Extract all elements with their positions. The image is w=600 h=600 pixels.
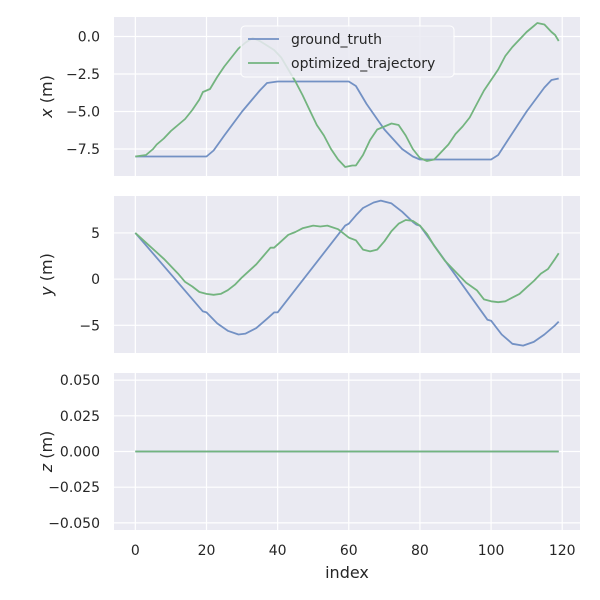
y-axis-label-y: y (m) xyxy=(37,253,56,297)
y-axis-unit: (m) xyxy=(37,75,56,108)
x-tick-label: 120 xyxy=(549,543,576,559)
series-line-optimized_trajectory xyxy=(135,22,560,168)
y-tick-label: −2.5 xyxy=(66,67,100,83)
y-tick-label: 0 xyxy=(91,272,100,288)
y-tick-label: −0.025 xyxy=(48,480,100,496)
x-tick-label: 40 xyxy=(269,543,287,559)
series-line-ground_truth xyxy=(135,77,559,161)
y-tick-label: −0.050 xyxy=(48,516,100,532)
y-tick-label: −5.0 xyxy=(66,105,100,121)
legend-label-optimized_trajectory: optimized_trajectory xyxy=(291,56,435,72)
legend: ground_truth optimized_trajectory xyxy=(240,25,455,78)
x-axis-label: index xyxy=(325,563,369,582)
y-tick-label: 0.025 xyxy=(60,409,100,425)
panel-y: 5 0 −5 y (m) xyxy=(37,196,580,353)
series-line-ground_truth xyxy=(134,199,560,347)
plot-area-y xyxy=(114,196,580,353)
x-tick-label: 60 xyxy=(340,543,358,559)
y-axis-label-x: x (m) xyxy=(37,75,56,119)
panels-layer: 0.0 −2.5 −5.0 −7.5 x (m) ground_truth optimize… xyxy=(37,17,580,559)
x-tick-label: 0 xyxy=(131,543,140,559)
legend-box xyxy=(240,25,455,78)
y-tick-label: 5 xyxy=(91,226,100,242)
legend-label-ground_truth: ground_truth xyxy=(291,32,382,48)
y-tick-label: 0.050 xyxy=(60,373,100,389)
y-tick-label: −7.5 xyxy=(66,142,100,158)
y-axis-label-z: z (m) xyxy=(37,431,56,474)
panel-z: 0.050 0.025 0.000 −0.025 −0.050 z (m) 0 20 40 60 8… xyxy=(37,373,580,559)
panel-x: 0.0 −2.5 −5.0 −7.5 x (m) ground_truth optimize… xyxy=(37,17,580,176)
y-axis-variable: z xyxy=(37,463,56,473)
y-axis-unit: (m) xyxy=(37,253,56,286)
y-tick-label: −5 xyxy=(79,318,100,334)
y-axis-variable: x xyxy=(37,108,56,119)
x-tick-label: 20 xyxy=(198,543,216,559)
y-axis-unit: (m) xyxy=(37,431,56,464)
x-tick-label: 80 xyxy=(411,543,429,559)
y-tick-label: 0.0 xyxy=(78,30,100,46)
series-line-optimized_trajectory xyxy=(134,219,560,304)
y-axis-variable: y xyxy=(37,286,56,297)
x-tick-label: 100 xyxy=(478,543,505,559)
y-tick-label: 0.000 xyxy=(60,445,100,461)
